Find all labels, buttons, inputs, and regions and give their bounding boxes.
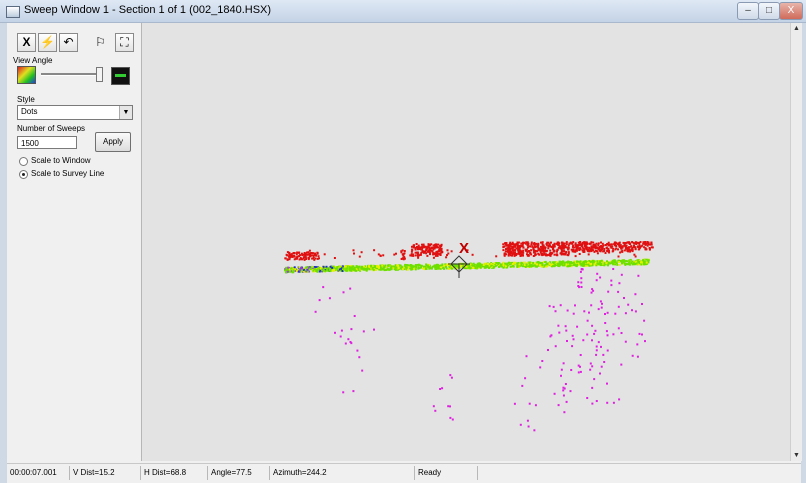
title-bar: Sweep Window 1 - Section 1 of 1 (002_184… — [0, 0, 806, 23]
status-time: 00:00:07.001 — [10, 468, 57, 477]
sweep-view[interactable]: X — [142, 23, 790, 461]
status-azimuth: Azimuth=244.2 — [269, 466, 413, 480]
vertical-scrollbar[interactable]: ▲ ▼ — [790, 23, 802, 461]
maximize-button[interactable]: □ — [758, 2, 780, 20]
status-angle: Angle=77.5 — [207, 466, 271, 480]
crosshair-icon[interactable] — [448, 255, 470, 278]
scale-to-window-radio[interactable] — [19, 157, 28, 166]
sweeps-label: Number of Sweeps — [17, 124, 86, 133]
mono-angle-icon[interactable] — [111, 67, 130, 85]
flag-icon[interactable]: ⚐ — [91, 33, 110, 52]
sweeps-input[interactable]: 1500 — [17, 136, 77, 149]
style-label: Style — [17, 95, 35, 104]
status-vdist: V Dist=15.2 — [69, 466, 141, 480]
status-bar: 00:00:07.001 V Dist=15.2 H Dist=68.8 Ang… — [7, 463, 801, 483]
mono-angle-glyph — [115, 74, 126, 77]
scale-to-window-label[interactable]: Scale to Window — [31, 156, 91, 165]
window-title: Sweep Window 1 - Section 1 of 1 (002_184… — [24, 4, 272, 16]
control-panel: X ⚡ ↶ ⚐ ⛶ View Angle Style Dots ▼ Number… — [7, 23, 142, 461]
scroll-up-icon[interactable]: ▲ — [793, 25, 800, 32]
lightning-icon[interactable]: ⚡ — [38, 33, 57, 52]
status-hdist: H Dist=68.8 — [140, 466, 204, 480]
view-angle-slider-thumb[interactable] — [96, 67, 103, 82]
client-area: X ⚡ ↶ ⚐ ⛶ View Angle Style Dots ▼ Number… — [7, 23, 802, 483]
view-angle-label: View Angle — [13, 56, 53, 65]
point-cloud — [284, 241, 654, 432]
dropdown-icon[interactable]: ▼ — [119, 106, 132, 119]
undo-icon[interactable]: ↶ — [59, 33, 78, 52]
sweep-plot[interactable]: X — [142, 23, 790, 461]
status-empty-pane — [477, 466, 781, 480]
fit-icon[interactable]: ⛶ — [115, 33, 134, 52]
apply-button[interactable]: Apply — [95, 132, 131, 152]
style-select-value: Dots — [21, 107, 38, 116]
close-button[interactable]: X — [779, 2, 803, 20]
scale-to-survey-radio[interactable] — [19, 170, 28, 179]
view-angle-slider-track[interactable] — [41, 73, 101, 76]
scroll-down-icon[interactable]: ▼ — [793, 452, 800, 459]
vessel-marker-icon: X — [459, 240, 469, 257]
status-state: Ready — [414, 466, 478, 480]
style-select[interactable]: Dots ▼ — [17, 105, 133, 120]
color-angle-icon[interactable] — [17, 66, 36, 84]
minimize-button[interactable]: – — [737, 2, 759, 20]
cursor-x-icon[interactable]: X — [17, 33, 36, 52]
scale-to-survey-label[interactable]: Scale to Survey Line — [31, 169, 105, 178]
app-icon — [6, 6, 20, 18]
